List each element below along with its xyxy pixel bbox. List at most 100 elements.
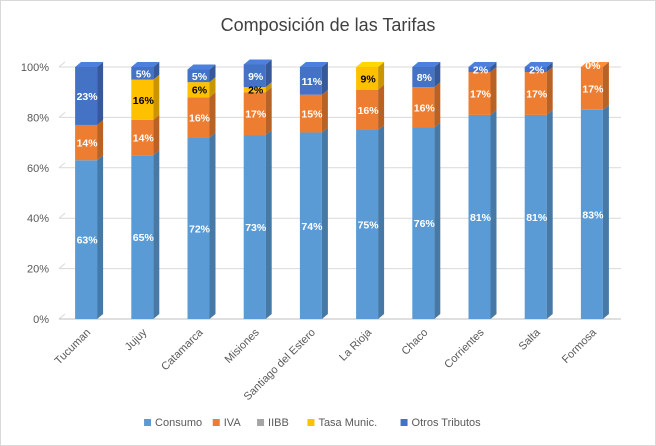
legend-item: Tasa Munic. bbox=[307, 417, 377, 429]
bar-stack bbox=[412, 62, 441, 319]
data-label: 8% bbox=[417, 72, 433, 84]
bar-segment-side bbox=[265, 59, 272, 88]
legend-item: IVA bbox=[212, 417, 242, 429]
data-label: 81% bbox=[470, 212, 492, 224]
data-label: 83% bbox=[582, 209, 604, 221]
data-label: 74% bbox=[301, 221, 323, 233]
bar-segment bbox=[468, 67, 491, 73]
bar-segment-side bbox=[153, 150, 160, 319]
legend-swatch bbox=[400, 419, 408, 426]
bar-segment-side bbox=[265, 87, 272, 136]
bar-segment bbox=[243, 135, 266, 319]
bar-segment-side bbox=[265, 130, 272, 319]
data-label: 72% bbox=[189, 223, 211, 235]
data-label: 5% bbox=[192, 71, 208, 83]
bar-segment bbox=[524, 72, 547, 115]
bar-segment-side bbox=[490, 109, 497, 319]
bar-segment-side bbox=[209, 132, 216, 319]
bar-segment-side bbox=[321, 89, 328, 133]
bar-segment bbox=[187, 137, 210, 319]
bar-top bbox=[412, 62, 441, 67]
bar-segment-side bbox=[434, 82, 441, 128]
bar-segment bbox=[412, 67, 435, 88]
bar-segment-side bbox=[153, 62, 160, 80]
bar-segment bbox=[299, 94, 322, 133]
bar-stack bbox=[243, 59, 272, 319]
bar-stack bbox=[356, 62, 385, 319]
bar-top bbox=[131, 62, 160, 67]
data-label: 9% bbox=[361, 73, 377, 85]
x-tick-label: Formosa bbox=[560, 326, 600, 366]
data-label: 16% bbox=[358, 105, 380, 117]
bar-segment bbox=[356, 67, 379, 90]
data-label: 2% bbox=[473, 65, 489, 77]
data-label: 2% bbox=[248, 85, 264, 97]
gridline-depth bbox=[58, 112, 66, 118]
bar-segment bbox=[299, 132, 322, 319]
bar-segment-side bbox=[209, 64, 216, 83]
data-label: 65% bbox=[133, 232, 155, 244]
y-tick-label: 40% bbox=[27, 213, 49, 225]
y-tick-label: 100% bbox=[21, 62, 49, 74]
data-label: 73% bbox=[245, 222, 267, 234]
data-label: 75% bbox=[358, 220, 380, 232]
legend-label: IVA bbox=[224, 417, 242, 429]
data-label: 17% bbox=[526, 88, 548, 100]
data-label: 14% bbox=[77, 138, 99, 150]
legend-label: Tasa Munic. bbox=[318, 417, 377, 429]
bar-segment bbox=[468, 114, 491, 319]
legend-label: IIBB bbox=[268, 417, 289, 429]
legend-item: IIBB bbox=[257, 417, 289, 429]
bar-top bbox=[524, 62, 553, 67]
data-label: 5% bbox=[136, 68, 152, 80]
bar-stack bbox=[75, 62, 104, 319]
gridline-depth bbox=[58, 212, 66, 219]
bar-segment bbox=[243, 64, 266, 88]
bar-segment bbox=[580, 67, 603, 110]
data-label: 11% bbox=[302, 76, 323, 88]
bar-segment-side bbox=[378, 125, 385, 319]
bar-segment bbox=[356, 89, 379, 130]
data-label: 63% bbox=[77, 235, 99, 247]
data-label: 16% bbox=[189, 112, 211, 124]
bar-stack bbox=[468, 62, 497, 319]
data-label: 15% bbox=[301, 109, 323, 121]
legend-swatch bbox=[257, 419, 265, 426]
y-tick-label: 20% bbox=[27, 264, 49, 276]
bar-top bbox=[187, 64, 216, 70]
bar-segment bbox=[412, 87, 435, 128]
y-tick-label: 60% bbox=[27, 163, 49, 175]
bar-segment-side bbox=[434, 62, 441, 88]
data-label: 17% bbox=[470, 88, 492, 100]
bar-segment bbox=[243, 87, 266, 93]
bar-segment bbox=[75, 160, 98, 319]
legend-swatch bbox=[144, 419, 152, 426]
bar-segment bbox=[524, 114, 547, 319]
bar-segment bbox=[131, 79, 154, 120]
bar-stack bbox=[299, 62, 328, 320]
bar-segment-side bbox=[209, 77, 216, 98]
x-tick-label: Misiones bbox=[223, 326, 263, 366]
bar-stack bbox=[187, 64, 216, 319]
bar-segment bbox=[412, 127, 435, 319]
data-label: 0% bbox=[585, 60, 601, 72]
bar-segment-side bbox=[378, 84, 385, 130]
legend-item: Consumo bbox=[144, 417, 202, 429]
data-label: 16% bbox=[133, 95, 155, 107]
bar-top bbox=[468, 62, 497, 67]
data-label: 17% bbox=[582, 83, 604, 95]
bar-segment-side bbox=[602, 62, 609, 110]
bar-segment-side bbox=[490, 62, 497, 73]
bar-segment-side bbox=[97, 155, 104, 319]
bar-stack bbox=[131, 62, 160, 319]
bar-segment-side bbox=[321, 62, 328, 95]
bar-top bbox=[356, 62, 385, 67]
bar-segment bbox=[468, 72, 491, 115]
bar-stack bbox=[524, 62, 553, 319]
bar-segment-side bbox=[321, 127, 328, 320]
bar-segment bbox=[131, 155, 154, 319]
bar-segment bbox=[243, 92, 266, 136]
x-tick-label: La Rioja bbox=[337, 326, 375, 364]
bar-segment bbox=[131, 67, 154, 80]
